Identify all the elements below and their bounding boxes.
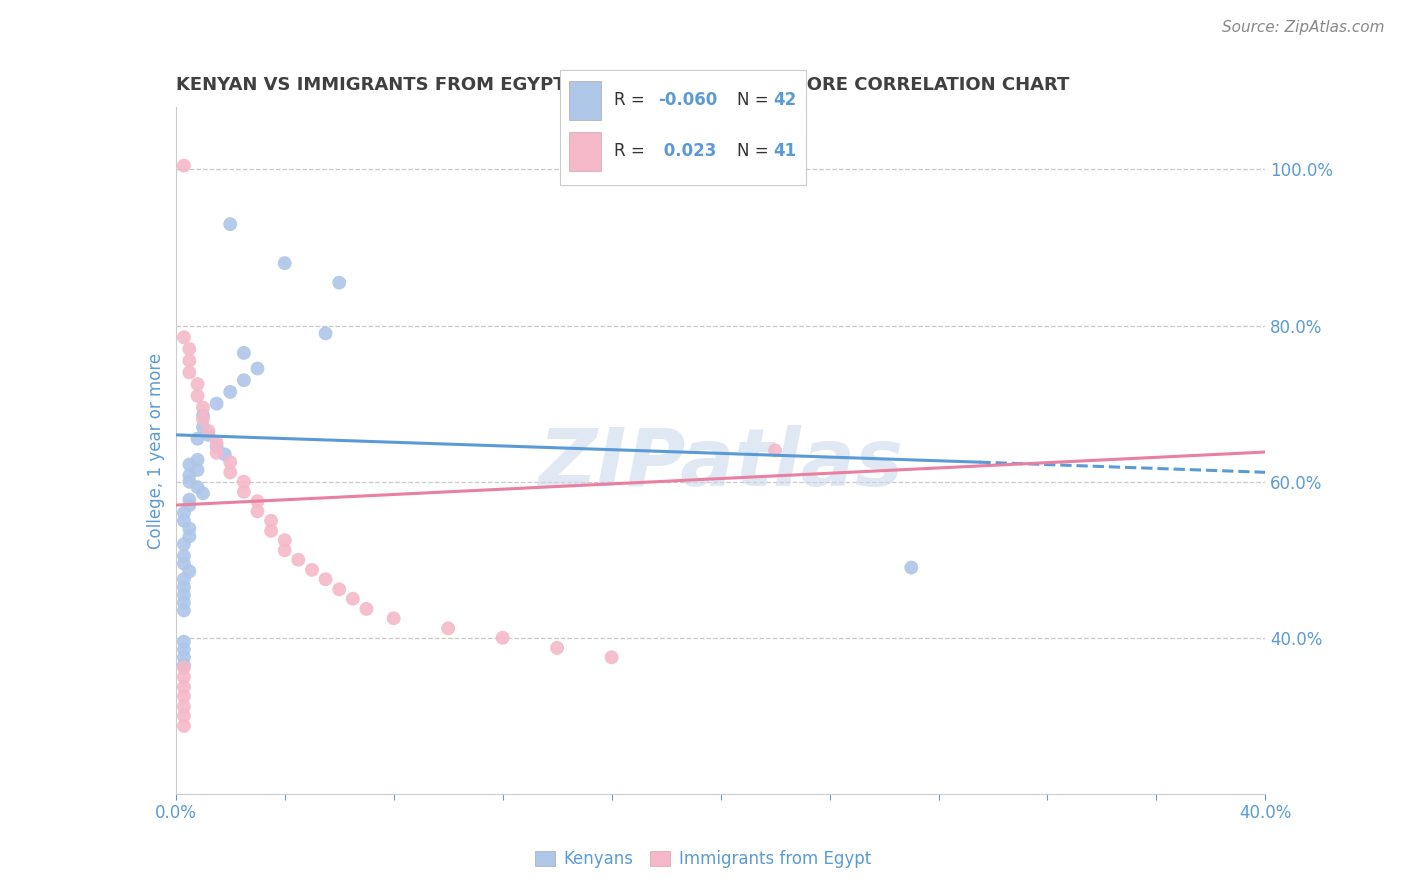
Point — [186, 377, 209, 392]
Point — [246, 504, 269, 518]
Text: -0.060: -0.060 — [658, 91, 717, 109]
Point — [219, 217, 242, 231]
Text: N =: N = — [737, 142, 773, 160]
Text: 42: 42 — [773, 91, 797, 109]
Point — [232, 484, 254, 499]
Point — [219, 455, 242, 469]
Point — [173, 680, 195, 694]
Point — [205, 446, 228, 460]
Point — [274, 543, 297, 558]
Point — [205, 440, 228, 454]
Point — [173, 537, 195, 551]
Point — [315, 326, 337, 341]
Point — [173, 690, 195, 704]
Point — [173, 660, 195, 674]
Point — [205, 397, 228, 411]
Point — [173, 159, 195, 173]
Point — [205, 435, 228, 450]
Point — [191, 420, 214, 434]
Point — [173, 708, 195, 723]
Point — [173, 699, 195, 714]
Point — [173, 572, 195, 586]
Point — [179, 458, 201, 472]
Point — [173, 549, 195, 563]
Point — [179, 565, 201, 579]
Point — [274, 256, 297, 270]
Point — [186, 432, 209, 446]
Point — [186, 389, 209, 403]
Legend: Kenyans, Immigrants from Egypt: Kenyans, Immigrants from Egypt — [529, 844, 877, 875]
Point — [214, 447, 236, 461]
Point — [191, 412, 214, 426]
Point — [173, 580, 195, 594]
Text: Source: ZipAtlas.com: Source: ZipAtlas.com — [1222, 20, 1385, 35]
Point — [173, 557, 195, 571]
Point — [328, 276, 350, 290]
Point — [186, 463, 209, 477]
Point — [179, 475, 201, 489]
Point — [246, 361, 269, 376]
Point — [179, 342, 201, 356]
Point — [179, 492, 201, 507]
Point — [197, 424, 219, 438]
Point — [179, 353, 201, 368]
Point — [900, 560, 922, 574]
Point — [191, 409, 214, 423]
Point — [173, 634, 195, 648]
Point — [232, 346, 254, 360]
Point — [191, 401, 214, 415]
Point — [600, 650, 623, 665]
Point — [173, 506, 195, 520]
Point — [173, 514, 195, 528]
Point — [232, 475, 254, 489]
Point — [301, 563, 323, 577]
Point — [173, 588, 195, 602]
Text: ZIPatlas: ZIPatlas — [538, 425, 903, 503]
Point — [219, 384, 242, 399]
Point — [260, 524, 283, 538]
Point — [173, 719, 195, 733]
Point — [173, 330, 195, 344]
Point — [173, 642, 195, 657]
Point — [287, 552, 309, 567]
Point — [186, 453, 209, 467]
Point — [260, 514, 283, 528]
Point — [179, 529, 201, 543]
Text: N =: N = — [737, 91, 773, 109]
Point — [179, 521, 201, 535]
Point — [179, 468, 201, 483]
Text: R =: R = — [614, 91, 650, 109]
FancyBboxPatch shape — [569, 81, 602, 120]
Point — [232, 373, 254, 387]
Point — [179, 366, 201, 380]
Point — [492, 631, 515, 645]
Text: 41: 41 — [773, 142, 797, 160]
Point — [186, 480, 209, 494]
Text: 0.023: 0.023 — [658, 142, 717, 160]
Point — [173, 670, 195, 684]
Point — [315, 572, 337, 586]
Point — [546, 640, 568, 655]
Point — [173, 658, 195, 673]
Point — [274, 533, 297, 548]
Point — [763, 443, 786, 458]
Point — [328, 582, 350, 597]
Point — [173, 650, 195, 665]
Point — [197, 428, 219, 442]
Point — [356, 602, 378, 616]
Point — [191, 486, 214, 500]
Point — [179, 498, 201, 512]
Point — [173, 603, 195, 617]
Point — [246, 494, 269, 508]
Point — [219, 466, 242, 480]
Text: R =: R = — [614, 142, 650, 160]
Point — [342, 591, 364, 606]
Point — [173, 596, 195, 610]
FancyBboxPatch shape — [569, 132, 602, 171]
Point — [382, 611, 405, 625]
Text: KENYAN VS IMMIGRANTS FROM EGYPT COLLEGE, 1 YEAR OR MORE CORRELATION CHART: KENYAN VS IMMIGRANTS FROM EGYPT COLLEGE,… — [176, 77, 1069, 95]
Point — [437, 622, 460, 636]
Y-axis label: College, 1 year or more: College, 1 year or more — [146, 352, 165, 549]
